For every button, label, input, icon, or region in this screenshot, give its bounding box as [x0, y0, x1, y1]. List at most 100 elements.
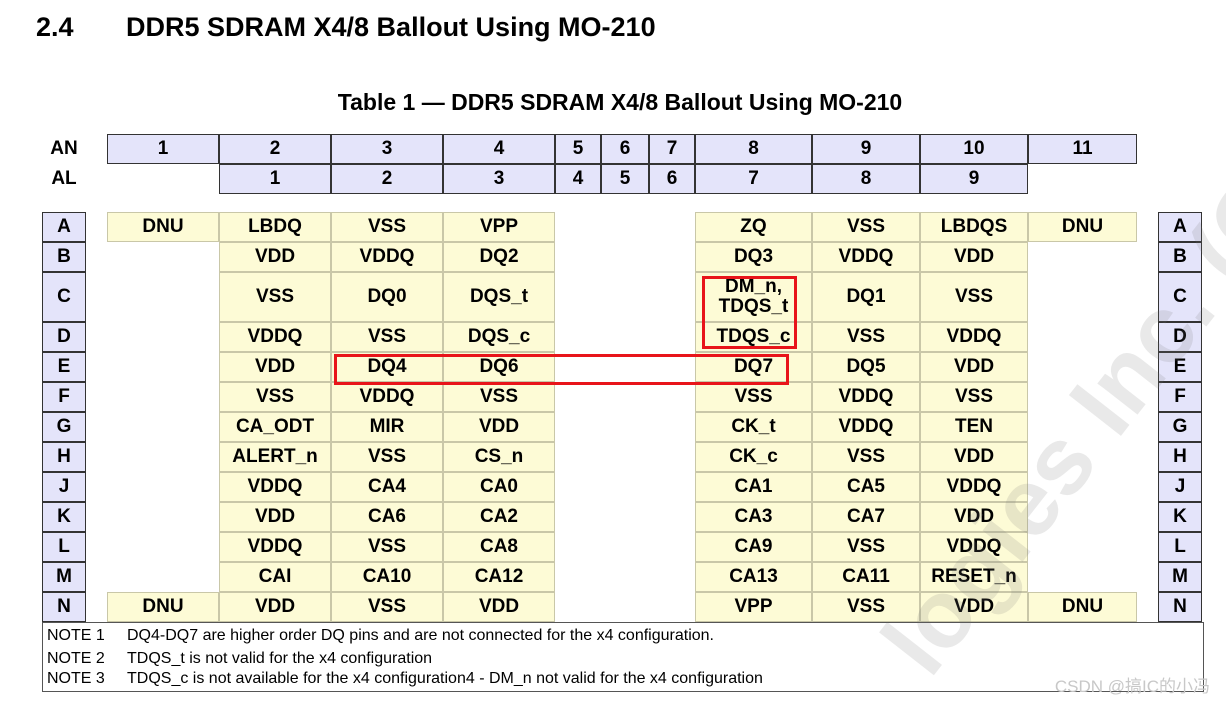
pin-cell: CA10 [331, 562, 443, 592]
pin-cell: CA7 [812, 502, 920, 532]
pin-cell: DQ1 [812, 272, 920, 322]
pin-cell: CK_c [695, 442, 812, 472]
pin-cell: VDDQ [812, 382, 920, 412]
al-col-9: 9 [920, 164, 1028, 194]
pin-cell: VSS [443, 382, 555, 412]
note-text: TDQS_c is not available for the x4 confi… [127, 670, 763, 687]
row-label-left: J [42, 472, 86, 502]
pin-cell: VDDQ [331, 382, 443, 412]
note-3: NOTE 3 TDQS_c is not available for the x4… [47, 669, 763, 689]
pin-cell: VSS [331, 212, 443, 242]
pin-cell: VDDQ [920, 322, 1028, 352]
pin-cell: CA3 [695, 502, 812, 532]
pin-cell: CK_t [695, 412, 812, 442]
an-col-9: 9 [812, 134, 920, 164]
pin-cell: VDD [219, 502, 331, 532]
pin-cell: VSS [920, 272, 1028, 322]
pin-cell: CA_ODT [219, 412, 331, 442]
an-col-3: 3 [331, 134, 443, 164]
pin-cell: RESET_n [920, 562, 1028, 592]
pin-cell: VDD [219, 242, 331, 272]
pin-cell: DQ2 [443, 242, 555, 272]
pin-cell: VSS [812, 532, 920, 562]
al-col-3: 3 [443, 164, 555, 194]
row-label-right: A [1158, 212, 1202, 242]
pin-cell: CA0 [443, 472, 555, 502]
pin-cell: CA11 [812, 562, 920, 592]
pin-cell: CA13 [695, 562, 812, 592]
row-label-left: L [42, 532, 86, 562]
pin-cell: TEN [920, 412, 1028, 442]
row-label-left: E [42, 352, 86, 382]
pin-cell: TDQS_c [695, 322, 812, 352]
row-label-right: K [1158, 502, 1202, 532]
notes-box [42, 622, 1204, 692]
pin-cell: DQ0 [331, 272, 443, 322]
note-text: DQ4-DQ7 are higher order DQ pins and are… [127, 627, 714, 644]
pin-cell: CS_n [443, 442, 555, 472]
row-label-left: C [42, 272, 86, 322]
row-label-right: B [1158, 242, 1202, 272]
pin-cell: CA9 [695, 532, 812, 562]
note-2: NOTE 2 TDQS_t is not valid for the x4 con… [47, 649, 432, 669]
an-col-1: 1 [107, 134, 219, 164]
pin-cell: VSS [331, 592, 443, 622]
pin-cell: VSS [812, 212, 920, 242]
pin-cell: DM_n, TDQS_t [695, 272, 812, 322]
pin-cell: VSS [219, 382, 331, 412]
row-label-left: M [42, 562, 86, 592]
pin-cell: VPP [695, 592, 812, 622]
pin-cell: VSS [331, 532, 443, 562]
pin-cell: VDD [920, 442, 1028, 472]
an-col-11: 11 [1028, 134, 1137, 164]
row-label-left: K [42, 502, 86, 532]
pin-cell: CA4 [331, 472, 443, 502]
note-text: TDQS_t is not valid for the x4 configura… [127, 650, 433, 667]
an-col-10: 10 [920, 134, 1028, 164]
csdn-credit: CSDN @搞IC的小冯 [1054, 677, 1210, 696]
pin-cell: DQ7 [695, 352, 812, 382]
pin-cell: VDDQ [812, 242, 920, 272]
al-col-6: 6 [649, 164, 695, 194]
pin-cell: VSS [331, 442, 443, 472]
al-col-5: 5 [601, 164, 649, 194]
row-label-right: M [1158, 562, 1202, 592]
pin-cell: VDD [920, 592, 1028, 622]
pin-cell: CA2 [443, 502, 555, 532]
pin-cell: DNU [1028, 592, 1137, 622]
pin-cell: DQ3 [695, 242, 812, 272]
row-label-right: G [1158, 412, 1202, 442]
row-label-left: B [42, 242, 86, 272]
pin-cell: CA8 [443, 532, 555, 562]
pin-cell: ALERT_n [219, 442, 331, 472]
an-col-5: 5 [555, 134, 601, 164]
row-label-right: E [1158, 352, 1202, 382]
pin-cell: VDDQ [219, 322, 331, 352]
row-label-right: J [1158, 472, 1202, 502]
pin-cell: VDDQ [920, 532, 1028, 562]
row-label-left: H [42, 442, 86, 472]
pin-cell: DNU [107, 592, 219, 622]
pin-cell: VDD [443, 412, 555, 442]
pin-cell: LBDQ [219, 212, 331, 242]
an-col-8: 8 [695, 134, 812, 164]
an-col-4: 4 [443, 134, 555, 164]
al-col-7: 7 [695, 164, 812, 194]
pin-cell: VDD [920, 352, 1028, 382]
an-col-7: 7 [649, 134, 695, 164]
row-label-right: F [1158, 382, 1202, 412]
pin-cell: VSS [331, 322, 443, 352]
pin-cell: VSS [812, 442, 920, 472]
pin-cell: VDDQ [920, 472, 1028, 502]
pin-cell: DQ5 [812, 352, 920, 382]
pin-cell: VSS [812, 322, 920, 352]
pin-cell: DNU [1028, 212, 1137, 242]
row-label-left: N [42, 592, 86, 622]
row-label-left: G [42, 412, 86, 442]
pin-cell: VSS [812, 592, 920, 622]
pin-cell: VDD [219, 352, 331, 382]
an-col-6: 6 [601, 134, 649, 164]
pin-cell: VDD [920, 242, 1028, 272]
pin-cell: CA5 [812, 472, 920, 502]
al-col-1: 1 [219, 164, 331, 194]
